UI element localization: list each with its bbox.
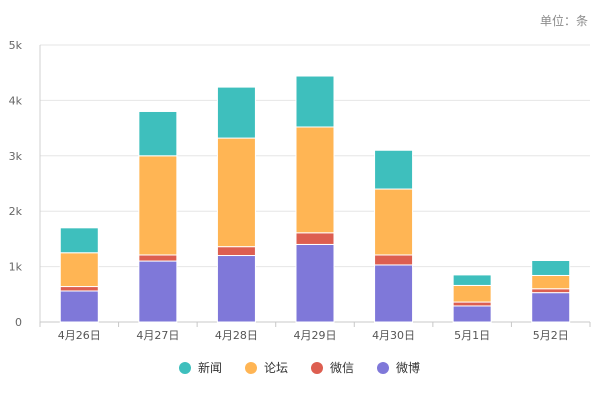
legend-label: 论坛 (264, 361, 288, 375)
bar-segment (59, 290, 99, 323)
bar-segment (374, 188, 414, 256)
bar-segment (216, 86, 256, 139)
bar-segment (374, 149, 414, 190)
bar-segment (59, 227, 99, 254)
bar-segment (295, 232, 335, 245)
legend-swatch (245, 362, 257, 374)
x-tick-label: 4月26日 (58, 329, 101, 342)
bar-segment (452, 284, 492, 303)
legend-label: 新闻 (198, 360, 222, 375)
x-tick-label: 4月30日 (372, 329, 415, 342)
legend-label: 微信 (330, 361, 354, 375)
legend-swatch (179, 362, 191, 374)
bar-segment (216, 137, 256, 248)
bar-segment (138, 110, 178, 157)
bar-segment (452, 301, 492, 307)
bar-segment (59, 286, 99, 292)
bar-segment (138, 254, 178, 262)
y-tick-label: 0 (15, 316, 22, 329)
bar-segment (531, 260, 571, 276)
x-tick-label: 4月29日 (294, 329, 337, 342)
bar-segment (452, 274, 492, 286)
y-tick-label: 4k (9, 94, 23, 107)
legend-label: 微博 (396, 360, 420, 375)
bar-segment (374, 264, 414, 323)
bar-segment (295, 75, 335, 128)
legend-swatch (311, 362, 323, 374)
y-tick-label: 3k (9, 150, 23, 163)
x-tick-label: 4月28日 (215, 329, 258, 342)
bar-segment (216, 255, 256, 323)
bar-segment (531, 288, 571, 294)
bar-segment (374, 254, 414, 266)
bar-segment (295, 126, 335, 234)
y-tick-label: 5k (9, 39, 23, 52)
legend-swatch (377, 362, 389, 374)
bar-segment (138, 155, 178, 256)
x-tick-label: 4月27日 (136, 329, 179, 342)
x-tick-label: 5月2日 (533, 329, 569, 342)
bar-segment (531, 292, 571, 323)
x-tick-label: 5月1日 (454, 329, 490, 342)
bar-segment (295, 243, 335, 323)
bar-segment (59, 252, 99, 288)
bar-segment (138, 260, 178, 323)
bar-segment (531, 274, 571, 290)
y-tick-label: 1k (9, 261, 23, 274)
unit-label: 单位：条 (539, 14, 588, 28)
bar-segment (216, 246, 256, 257)
bar-segment (452, 305, 492, 323)
y-tick-label: 2k (9, 205, 23, 218)
